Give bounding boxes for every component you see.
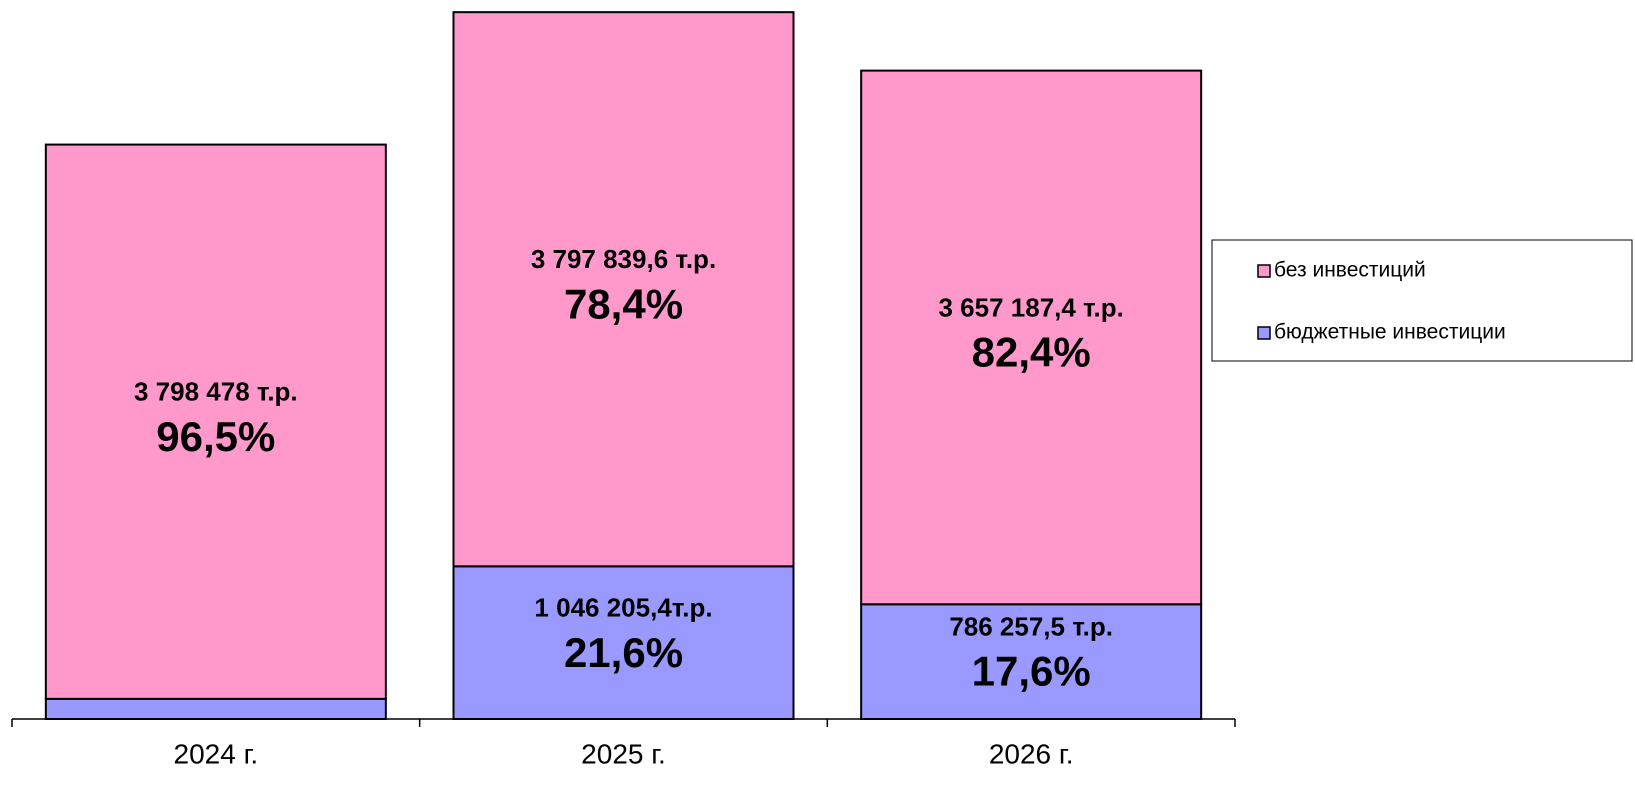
x-tick-label: 2026 г. bbox=[989, 738, 1074, 769]
bar-segment bbox=[860, 69, 1203, 606]
bar-segment bbox=[860, 603, 1203, 720]
bar-segment bbox=[452, 11, 795, 568]
bar-segment bbox=[44, 697, 387, 720]
value-label: 3 797 839,6 т.р. bbox=[531, 244, 716, 274]
x-tick-label: 2025 г. bbox=[581, 738, 666, 769]
share-label: 96,5% bbox=[156, 413, 275, 460]
x-tick-label: 2024 г. bbox=[174, 738, 259, 769]
value-label: 786 257,5 т.р. bbox=[949, 612, 1113, 642]
value-label: 3 798 478 т.р. bbox=[134, 377, 298, 407]
share-label: 78,4% bbox=[564, 280, 683, 327]
bar-segment bbox=[452, 565, 795, 720]
share-label: 17,6% bbox=[972, 648, 1091, 695]
legend-label: бюджетные инвестиции bbox=[1274, 321, 1506, 344]
share-label: 21,6% bbox=[564, 629, 683, 676]
bar-segment bbox=[44, 143, 387, 700]
share-label: 82,4% bbox=[972, 329, 1091, 376]
legend-swatch bbox=[1257, 326, 1271, 340]
value-label: 1 046 205,4т.р. bbox=[534, 593, 712, 623]
legend-box bbox=[1211, 239, 1633, 362]
value-label: 3 657 187,4 т.р. bbox=[938, 292, 1123, 322]
legend-label: без инвестиций bbox=[1274, 259, 1426, 282]
legend-swatch bbox=[1257, 264, 1271, 278]
